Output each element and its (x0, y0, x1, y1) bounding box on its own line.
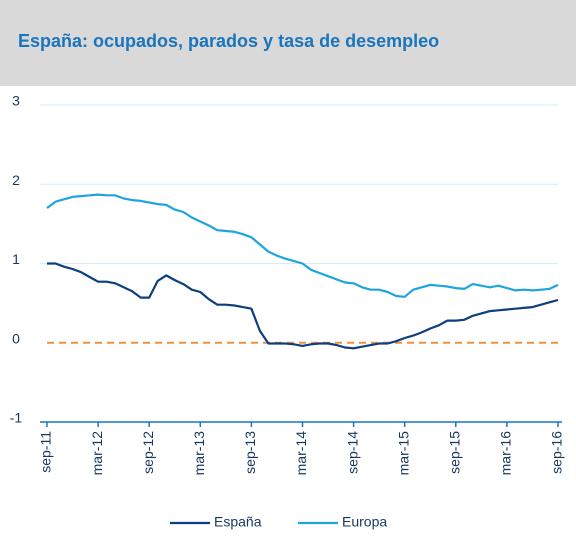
line-series (46, 193, 559, 298)
chart-title: España: ocupados, parados y tasa de dese… (0, 0, 576, 86)
legend-label: Europa (342, 514, 387, 530)
x-tick-label: sep-12 (140, 431, 156, 474)
x-tick-label: sep-14 (344, 431, 360, 474)
y-tick-label: -1 (10, 410, 23, 426)
x-tick-label: sep-15 (447, 431, 463, 474)
y-tick-label: 3 (12, 93, 20, 109)
x-tick-label: mar-13 (191, 431, 207, 476)
y-tick-label: 0 (12, 330, 20, 346)
y-tick-label: 2 (12, 172, 20, 188)
line-series (47, 262, 559, 350)
legend-label: España (214, 514, 262, 530)
x-tick-label: sep-11 (38, 431, 54, 473)
x-tick-label: mar-15 (395, 431, 411, 476)
x-tick-label: mar-16 (498, 431, 514, 476)
x-tick-label: mar-12 (89, 431, 105, 476)
x-tick-label: mar-14 (293, 431, 309, 476)
y-tick-label: 1 (12, 251, 20, 267)
x-tick-label: sep-13 (242, 431, 258, 474)
x-tick-label: sep-16 (549, 431, 565, 474)
